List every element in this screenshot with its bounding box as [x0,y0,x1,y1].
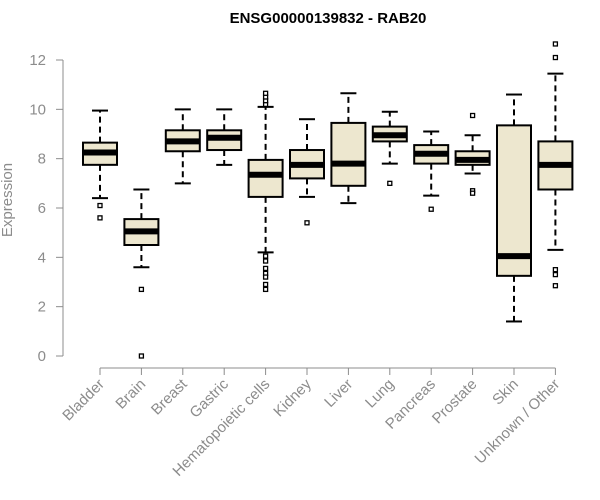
box-breast [164,108,201,185]
x-tick-label: Brain [112,376,149,413]
y-axis: 0 2 4 6 8 10 12 [29,52,64,365]
outlier-point [552,271,559,278]
x-tick-label: Breast [148,375,191,418]
outlier-point [552,283,559,289]
outlier-point [262,265,269,272]
outlier-point [97,215,103,221]
x-tick-label: Bladder [59,376,108,425]
x-tick-label: Liver [321,376,356,411]
outlier-point [552,54,559,61]
box-bladder [82,109,118,221]
outlier-point [552,267,559,273]
outlier-point [262,274,269,280]
boxes-layer [82,41,574,359]
box-gastric [206,108,243,166]
x-tick-label: Prostate [429,376,481,428]
x-tick-label: Kidney [270,375,315,420]
outlier-point [97,202,103,209]
box-hematopoietic-cells [247,90,284,293]
box-liver [330,92,367,205]
outlier-point [428,206,434,212]
outlier-point [262,253,269,259]
y-tick-label: 2 [38,299,46,316]
y-tick-label: 6 [38,200,46,217]
box-brain [123,188,160,359]
box-pancreas [413,130,450,212]
box-iqr [247,158,284,198]
chart-title: ENSG00000139832 - RAB20 [230,10,427,27]
box-iqr [330,121,367,187]
outlier-point [469,190,476,196]
outlier-point [138,286,145,293]
box-skin [496,93,532,323]
outlier-point [262,90,269,96]
y-tick-label: 12 [29,52,46,69]
outlier-point [262,258,269,264]
box-iqr [496,124,532,277]
y-tick-label: 10 [29,101,46,118]
box-kidney [289,118,325,226]
box-prostate [454,112,491,196]
outlier-point [304,220,310,226]
y-tick-label: 4 [38,249,46,266]
box-unknown-other [537,41,574,289]
outlier-point [262,286,269,293]
x-tick-label: Lung [362,376,398,412]
outlier-point [262,281,269,288]
outlier-point [387,180,393,186]
outlier-point [138,353,145,359]
y-tick-label: 0 [38,348,46,365]
y-axis-label: Expression [0,163,16,237]
outlier-point [552,41,559,47]
box-lung [371,110,408,186]
y-tick-label: 8 [38,151,46,168]
x-tick-label: Skin [489,376,522,409]
outlier-point [469,112,476,119]
